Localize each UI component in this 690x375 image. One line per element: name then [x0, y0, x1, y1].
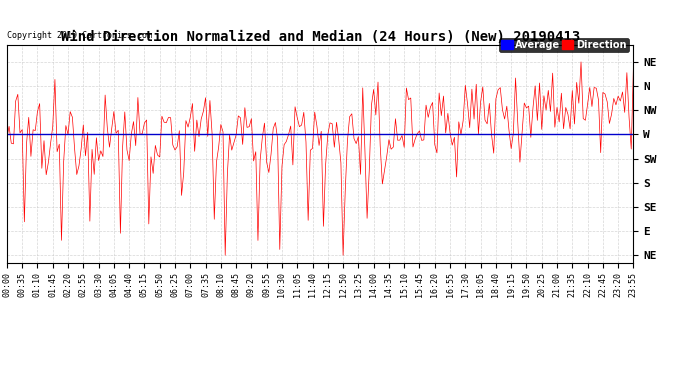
- Title: Wind Direction Normalized and Median (24 Hours) (New) 20190413: Wind Direction Normalized and Median (24…: [61, 30, 580, 44]
- Legend: Average, Direction: Average, Direction: [499, 38, 629, 52]
- Text: Copyright 2019 Cartronics.com: Copyright 2019 Cartronics.com: [7, 31, 152, 40]
